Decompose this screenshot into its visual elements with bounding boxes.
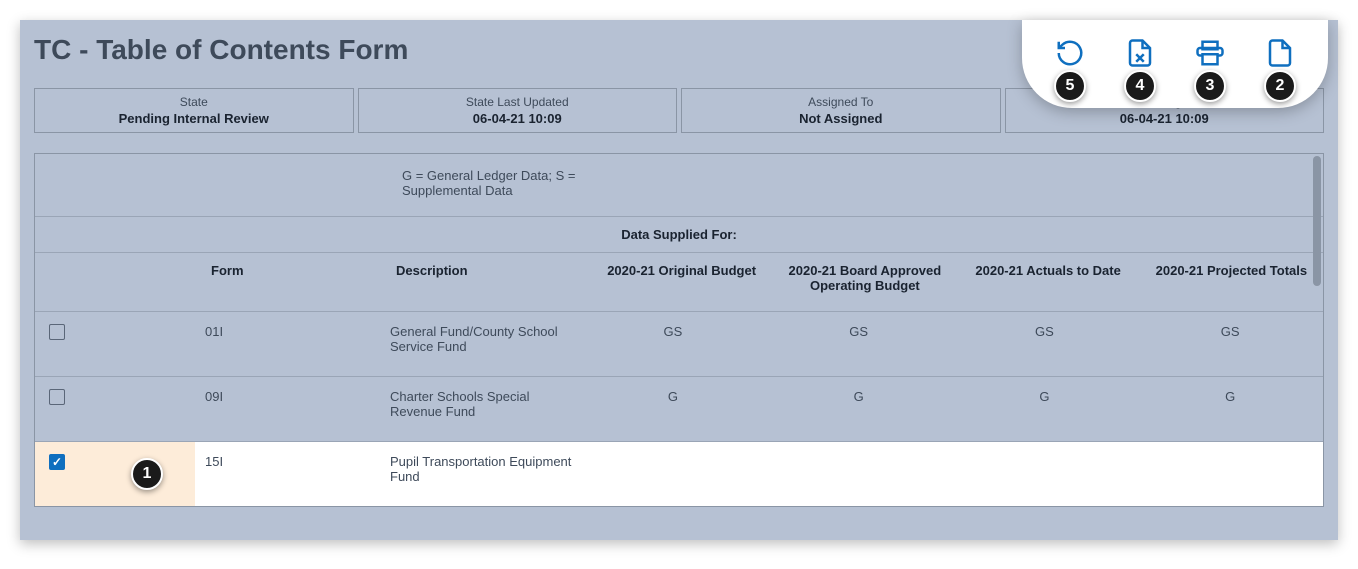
cell-original-budget xyxy=(580,454,766,484)
annotation-badge-2: 2 xyxy=(1264,70,1296,102)
status-label: State Last Updated xyxy=(371,95,665,109)
cell-board-approved: GS xyxy=(766,324,952,354)
status-label: Assigned To xyxy=(694,95,988,109)
status-value: 06-04-21 10:09 xyxy=(1018,111,1312,126)
undo-icon xyxy=(1055,38,1085,71)
status-value: 06-04-21 10:09 xyxy=(371,111,665,126)
cell-description: General Fund/County School Service Fund xyxy=(390,324,580,354)
col-header-original-budget: 2020-21 Original Budget xyxy=(590,263,773,293)
annotation-badge-3: 3 xyxy=(1194,70,1226,102)
action-toolbar: 5 4 3 2 xyxy=(1022,20,1328,108)
cell-actuals: GS xyxy=(952,324,1138,354)
table-header: Form Description 2020-21 Original Budget… xyxy=(35,252,1323,311)
cell-form: 15I xyxy=(205,454,390,484)
scrollbar[interactable] xyxy=(1313,156,1321,286)
col-header-form: Form xyxy=(205,263,390,293)
table-row[interactable]: 15I Pupil Transportation Equipment Fund … xyxy=(35,441,1323,506)
legend-row: G = General Ledger Data; S = Supplementa… xyxy=(35,154,1323,216)
cell-projected: GS xyxy=(1137,324,1323,354)
status-card-updated: State Last Updated 06-04-21 10:09 xyxy=(358,88,678,133)
undo-button[interactable]: 5 xyxy=(1044,28,1096,80)
status-card-state: State Pending Internal Review xyxy=(34,88,354,133)
file-excel-icon xyxy=(1125,38,1155,71)
annotation-badge-1: 1 xyxy=(131,458,163,490)
table-row[interactable]: 09I Charter Schools Special Revenue Fund… xyxy=(35,376,1323,441)
cell-projected xyxy=(1137,454,1323,484)
print-icon xyxy=(1195,38,1225,71)
cell-original-budget: G xyxy=(580,389,766,419)
table-row[interactable]: 01I General Fund/County School Service F… xyxy=(35,311,1323,376)
col-header-board-approved: 2020-21 Board Approved Operating Budget xyxy=(773,263,956,293)
cell-board-approved: G xyxy=(766,389,952,419)
new-document-button[interactable]: 2 xyxy=(1254,28,1306,80)
status-card-assigned: Assigned To Not Assigned xyxy=(681,88,1001,133)
col-header-description: Description xyxy=(390,263,590,293)
document-icon xyxy=(1265,38,1295,71)
cell-board-approved xyxy=(766,454,952,484)
row-checkbox[interactable] xyxy=(49,454,65,470)
status-value: Not Assigned xyxy=(694,111,988,126)
status-label: State xyxy=(47,95,341,109)
cell-original-budget: GS xyxy=(580,324,766,354)
cell-description: Pupil Transportation Equipment Fund xyxy=(390,454,580,484)
row-checkbox[interactable] xyxy=(49,389,65,405)
table-container: G = General Ledger Data; S = Supplementa… xyxy=(34,153,1324,507)
cell-projected: G xyxy=(1137,389,1323,419)
cell-form: 09I xyxy=(205,389,390,419)
export-excel-button[interactable]: 4 xyxy=(1114,28,1166,80)
cell-actuals xyxy=(952,454,1138,484)
cell-actuals: G xyxy=(952,389,1138,419)
col-header-actuals: 2020-21 Actuals to Date xyxy=(957,263,1140,293)
row-checkbox[interactable] xyxy=(49,324,65,340)
print-button[interactable]: 3 xyxy=(1184,28,1236,80)
annotation-badge-5: 5 xyxy=(1054,70,1086,102)
cell-description: Charter Schools Special Revenue Fund xyxy=(390,389,580,419)
status-value: Pending Internal Review xyxy=(47,111,341,126)
legend-text: G = General Ledger Data; S = Supplementa… xyxy=(402,168,582,198)
annotation-badge-4: 4 xyxy=(1124,70,1156,102)
col-header-projected: 2020-21 Projected Totals xyxy=(1140,263,1323,293)
section-header: Data Supplied For: xyxy=(35,216,1323,252)
cell-form: 01I xyxy=(205,324,390,354)
